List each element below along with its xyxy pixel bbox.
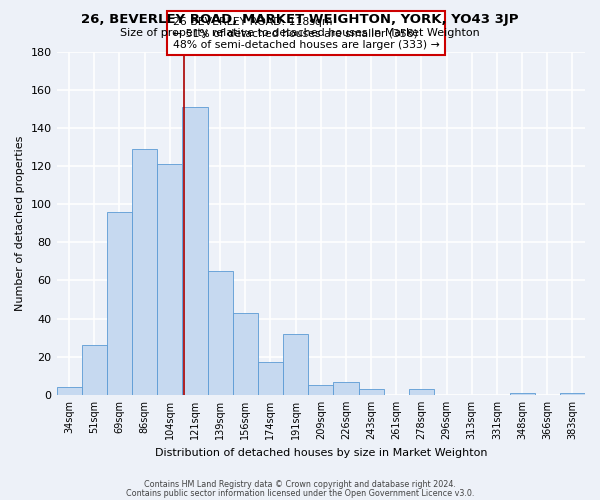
- Text: Contains public sector information licensed under the Open Government Licence v3: Contains public sector information licen…: [126, 488, 474, 498]
- Bar: [334, 382, 359, 395]
- X-axis label: Distribution of detached houses by size in Market Weighton: Distribution of detached houses by size …: [155, 448, 487, 458]
- Text: 26 BEVERLEY ROAD: 118sqm
← 51% of detached houses are smaller (358)
48% of semi-: 26 BEVERLEY ROAD: 118sqm ← 51% of detach…: [173, 16, 440, 50]
- Bar: [308, 386, 334, 395]
- Text: Size of property relative to detached houses in Market Weighton: Size of property relative to detached ho…: [120, 28, 480, 38]
- Bar: [258, 362, 283, 395]
- Text: Contains HM Land Registry data © Crown copyright and database right 2024.: Contains HM Land Registry data © Crown c…: [144, 480, 456, 489]
- Bar: [409, 389, 434, 395]
- Bar: [208, 271, 233, 395]
- Text: 26, BEVERLEY ROAD, MARKET WEIGHTON, YORK, YO43 3JP: 26, BEVERLEY ROAD, MARKET WEIGHTON, YORK…: [81, 12, 519, 26]
- Bar: [132, 149, 157, 395]
- Bar: [283, 334, 308, 395]
- Bar: [182, 107, 208, 395]
- Bar: [82, 346, 107, 395]
- Bar: [233, 313, 258, 395]
- Bar: [509, 393, 535, 395]
- Bar: [107, 212, 132, 395]
- Bar: [560, 393, 585, 395]
- Bar: [157, 164, 182, 395]
- Bar: [359, 389, 383, 395]
- Bar: [56, 388, 82, 395]
- Y-axis label: Number of detached properties: Number of detached properties: [15, 136, 25, 311]
